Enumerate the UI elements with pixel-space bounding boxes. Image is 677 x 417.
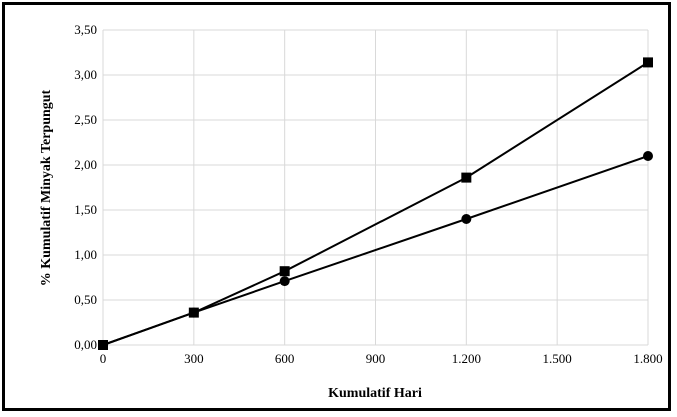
- series-1-point: [461, 172, 472, 183]
- series-2-point: [188, 307, 199, 318]
- y-tick-label: 0,00: [74, 337, 97, 352]
- chart-frame: [2, 2, 671, 411]
- x-tick-label: 1.800: [633, 351, 662, 366]
- y-tick-label: 0,50: [74, 292, 97, 307]
- x-axis-title: Kumulatif Hari: [328, 386, 422, 401]
- x-tick-label: 300: [184, 351, 204, 366]
- y-tick-labels: 0,00 0,50 1,00 1,50 2,00 2,50 3,00 3,50: [74, 22, 97, 352]
- series-2-point: [643, 151, 653, 161]
- x-tick-label: 900: [366, 351, 386, 366]
- series-2-point: [98, 340, 108, 350]
- y-axis-title: % Kumulatif Minyak Terpungut: [39, 89, 54, 286]
- series-1-point: [643, 57, 653, 68]
- marker-layer: [98, 57, 653, 350]
- y-tick-label: 3,00: [74, 67, 97, 82]
- y-tick-label: 1,00: [74, 247, 97, 262]
- axes: [102, 30, 648, 346]
- x-tick-label: 0: [100, 351, 107, 366]
- series-1-point: [279, 266, 290, 277]
- y-tick-label: 2,00: [74, 157, 97, 172]
- x-tick-label: 1.500: [543, 351, 572, 366]
- x-tick-label: 600: [275, 351, 295, 366]
- y-tick-label: 1,50: [74, 202, 97, 217]
- grid: [103, 29, 649, 345]
- x-tick-label: 1.200: [452, 351, 481, 366]
- y-tick-label: 3,50: [74, 22, 97, 37]
- y-tick-label: 2,50: [74, 112, 97, 127]
- series-2-point: [279, 276, 290, 287]
- series-2-point: [461, 214, 472, 224]
- x-tick-labels: 0 300 600 900 1.200 1.500 1.800: [100, 351, 663, 366]
